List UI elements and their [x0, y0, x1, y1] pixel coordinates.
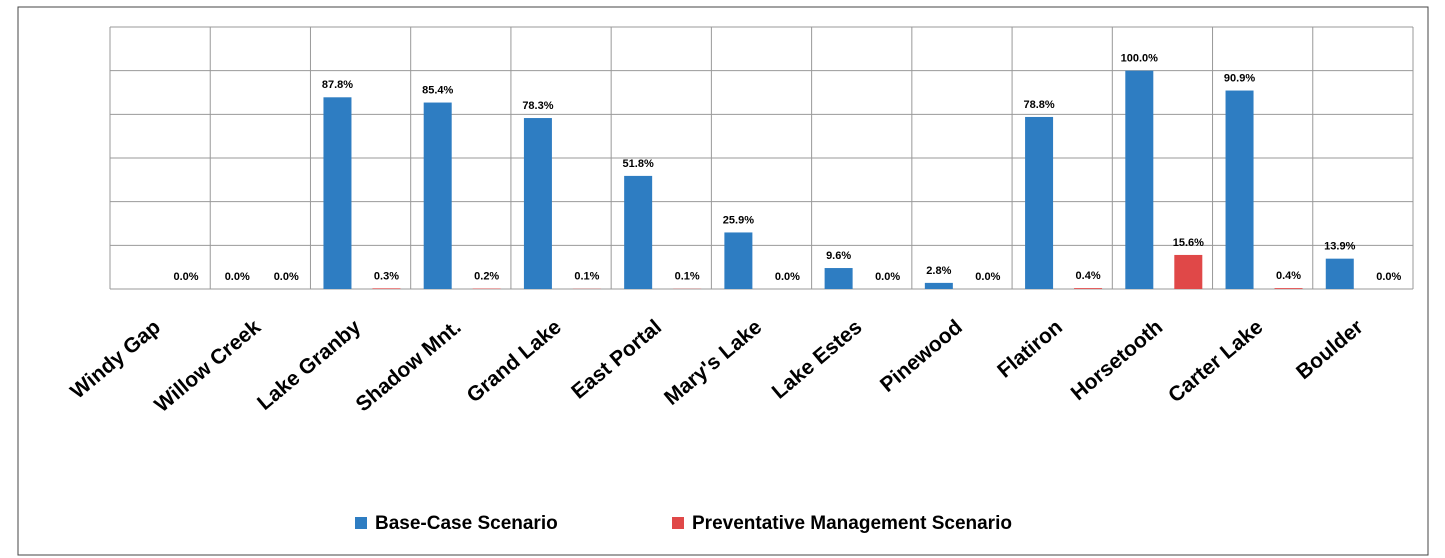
bar	[924, 282, 953, 289]
bar	[724, 232, 753, 289]
value-label: 0.1%	[675, 271, 700, 283]
value-label: 0.1%	[574, 271, 599, 283]
bar	[1325, 258, 1354, 289]
value-label: 15.6%	[1173, 237, 1204, 249]
value-label: 0.0%	[1376, 271, 1401, 283]
value-label: 0.4%	[1276, 270, 1301, 282]
bar	[824, 268, 853, 289]
value-label: 0.0%	[975, 271, 1000, 283]
bar	[323, 97, 352, 289]
value-label: 78.3%	[522, 100, 553, 112]
bar	[624, 175, 653, 289]
value-label: 13.9%	[1324, 241, 1355, 253]
value-label: 9.6%	[826, 250, 851, 262]
value-label: 100.0%	[1121, 53, 1159, 65]
value-label: 0.0%	[875, 271, 900, 283]
value-label: 0.0%	[274, 271, 299, 283]
value-label: 0.0%	[173, 271, 198, 283]
value-label: 85.4%	[422, 84, 453, 96]
value-label: 78.8%	[1023, 99, 1054, 111]
legend-swatch	[672, 517, 684, 529]
bar	[1225, 90, 1254, 289]
bar	[372, 288, 401, 289]
legend-swatch	[355, 517, 367, 529]
legend-label: Preventative Management Scenario	[692, 513, 1012, 534]
value-label: 87.8%	[322, 79, 353, 91]
bar	[1125, 70, 1154, 290]
value-label: 0.0%	[225, 271, 250, 283]
value-label: 25.9%	[723, 214, 754, 226]
value-label: 51.8%	[623, 158, 654, 170]
bar	[1274, 288, 1303, 289]
value-label: 90.9%	[1224, 72, 1255, 84]
value-label: 2.8%	[926, 265, 951, 277]
legend-label: Base-Case Scenario	[375, 513, 558, 534]
value-label: 0.4%	[1076, 270, 1101, 282]
value-label: 0.3%	[374, 270, 399, 282]
bar	[1025, 116, 1054, 289]
bar	[1174, 254, 1203, 289]
bar	[423, 102, 452, 289]
value-label: 0.0%	[775, 271, 800, 283]
value-label: 0.2%	[474, 270, 499, 282]
bar	[1074, 288, 1103, 289]
bar	[523, 118, 552, 289]
